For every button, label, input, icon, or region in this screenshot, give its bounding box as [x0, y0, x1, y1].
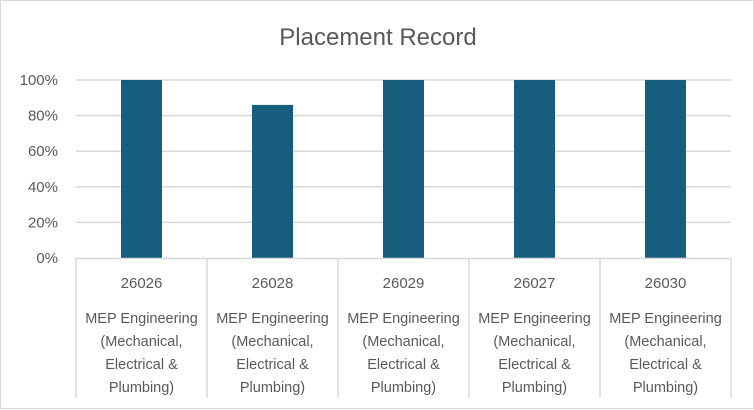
x-tick-label-code: 26030 — [645, 275, 687, 292]
x-tick-label-desc: (Mechanical, — [231, 334, 313, 350]
x-tick-label-desc: Plumbing) — [633, 380, 698, 396]
x-tick-label-desc: (Mechanical, — [362, 334, 444, 350]
bar-26030 — [645, 80, 686, 258]
x-tick-label-desc: (Mechanical, — [493, 334, 575, 350]
x-tick-label-desc: MEP Engineering — [85, 311, 198, 327]
y-tick-label: 0% — [36, 250, 58, 267]
x-tick-label-desc: (Mechanical, — [624, 334, 706, 350]
x-tick-label-code: 26027 — [514, 275, 556, 292]
x-tick-label-desc: Plumbing) — [371, 380, 436, 396]
x-tick-label-desc: MEP Engineering — [347, 311, 460, 327]
y-tick-label: 40% — [28, 179, 58, 196]
bars — [121, 80, 686, 258]
chart-title: Placement Record — [279, 24, 476, 51]
y-tick-label: 100% — [20, 72, 58, 89]
x-tick-label-desc: (Mechanical, — [100, 334, 182, 350]
x-tick-label-desc: MEP Engineering — [478, 311, 591, 327]
y-tick-label: 60% — [28, 143, 58, 160]
y-tick-label: 20% — [28, 214, 58, 231]
x-tick-label-code: 26029 — [383, 275, 425, 292]
x-tick-label-desc: MEP Engineering — [216, 311, 329, 327]
x-tick-label-desc: Electrical & — [236, 357, 309, 373]
bar-26027 — [514, 80, 555, 258]
x-axis: 26026 MEP Engineering (Mechanical, Electric… — [75, 257, 732, 398]
bar-26028 — [252, 104, 293, 258]
x-tick-label-desc: Plumbing) — [502, 380, 567, 396]
y-tick-label: 80% — [28, 108, 58, 125]
x-tick-label-code: 26026 — [121, 275, 163, 292]
bar-26026 — [121, 80, 162, 258]
x-tick-label-desc: Electrical & — [498, 357, 571, 373]
x-tick-label-desc: Electrical & — [629, 357, 702, 373]
bar-26029 — [383, 80, 424, 258]
x-tick-label-desc: MEP Engineering — [609, 311, 722, 327]
x-tick-label-desc: Plumbing) — [240, 380, 305, 396]
x-tick-label-desc: Electrical & — [105, 357, 178, 373]
y-axis-ticks: 0% 20% 40% 60% 80% 100% — [20, 72, 58, 267]
x-tick-label-desc: Electrical & — [367, 357, 440, 373]
x-tick-label-desc: Plumbing) — [109, 380, 174, 396]
x-tick-label-code: 26028 — [252, 275, 294, 292]
